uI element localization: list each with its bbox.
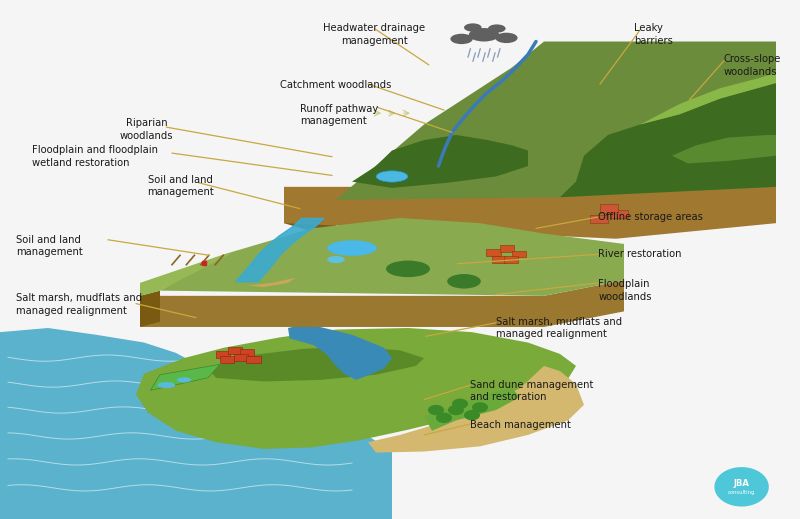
Text: Leaky
barriers: Leaky barriers [634, 23, 674, 46]
FancyBboxPatch shape [220, 356, 234, 363]
Text: consulting: consulting [728, 489, 755, 495]
Text: Sand dune management
and restoration: Sand dune management and restoration [470, 380, 594, 402]
Text: Soil and land
management: Soil and land management [16, 235, 82, 257]
Polygon shape [0, 328, 392, 519]
Ellipse shape [386, 261, 430, 277]
Polygon shape [208, 347, 424, 381]
Polygon shape [284, 42, 776, 200]
FancyBboxPatch shape [600, 204, 618, 213]
Ellipse shape [495, 33, 518, 43]
FancyBboxPatch shape [486, 249, 501, 256]
Circle shape [436, 413, 452, 423]
Text: Cross-slope
woodlands: Cross-slope woodlands [724, 54, 782, 77]
Text: Soil and land
management: Soil and land management [146, 175, 214, 197]
FancyBboxPatch shape [246, 356, 261, 363]
Ellipse shape [177, 377, 191, 383]
Circle shape [452, 399, 468, 409]
Polygon shape [140, 218, 624, 296]
Polygon shape [368, 366, 584, 453]
Text: Floodplain
woodlands: Floodplain woodlands [598, 279, 652, 302]
Text: Salt marsh, mudflats and
managed realignment: Salt marsh, mudflats and managed realign… [16, 293, 142, 316]
Text: Headwater drainage
management: Headwater drainage management [323, 23, 426, 46]
FancyBboxPatch shape [500, 245, 514, 252]
FancyBboxPatch shape [216, 351, 230, 358]
Text: Runoff pathway
management: Runoff pathway management [300, 104, 378, 126]
Circle shape [472, 402, 488, 413]
Ellipse shape [327, 256, 345, 263]
Polygon shape [672, 135, 776, 163]
Polygon shape [140, 291, 160, 327]
Polygon shape [284, 187, 336, 239]
Polygon shape [424, 388, 520, 431]
Ellipse shape [464, 23, 482, 32]
Text: JBA: JBA [734, 479, 750, 488]
Polygon shape [288, 324, 392, 380]
Circle shape [448, 405, 464, 415]
Ellipse shape [450, 34, 473, 44]
Ellipse shape [447, 274, 481, 289]
Circle shape [464, 410, 480, 420]
FancyBboxPatch shape [234, 354, 248, 361]
Polygon shape [140, 253, 232, 296]
Text: Catchment woodlands: Catchment woodlands [280, 80, 391, 90]
Polygon shape [714, 467, 769, 507]
FancyBboxPatch shape [492, 256, 506, 263]
Polygon shape [140, 280, 624, 327]
Text: Beach management: Beach management [470, 420, 571, 430]
Polygon shape [640, 73, 776, 125]
Text: Floodplain and floodplain
wetland restoration: Floodplain and floodplain wetland restor… [32, 145, 158, 168]
FancyBboxPatch shape [228, 347, 242, 354]
FancyBboxPatch shape [512, 251, 526, 257]
FancyBboxPatch shape [240, 349, 254, 356]
Ellipse shape [488, 24, 506, 33]
Circle shape [428, 405, 444, 415]
Ellipse shape [158, 382, 175, 388]
Text: Riparian
woodlands: Riparian woodlands [120, 118, 173, 141]
Ellipse shape [327, 240, 377, 256]
Polygon shape [248, 278, 296, 287]
FancyBboxPatch shape [504, 256, 518, 263]
FancyBboxPatch shape [590, 215, 608, 223]
Polygon shape [560, 83, 776, 197]
Polygon shape [352, 135, 528, 188]
FancyBboxPatch shape [610, 210, 628, 218]
Polygon shape [284, 187, 776, 239]
Ellipse shape [376, 171, 408, 182]
Text: Offline storage areas: Offline storage areas [598, 212, 703, 222]
Ellipse shape [469, 28, 499, 42]
Text: River restoration: River restoration [598, 249, 682, 260]
Polygon shape [136, 328, 576, 449]
Text: Salt marsh, mudflats and
managed realignment: Salt marsh, mudflats and managed realign… [496, 317, 622, 339]
Polygon shape [150, 364, 220, 390]
